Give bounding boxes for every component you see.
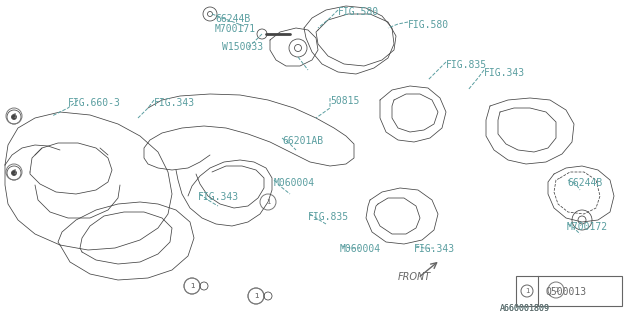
Text: FIG.343: FIG.343 [154, 98, 195, 108]
Text: FIG.835: FIG.835 [446, 60, 487, 70]
Text: FIG.343: FIG.343 [414, 244, 455, 254]
Text: FRONT: FRONT [398, 272, 431, 282]
Text: 1: 1 [12, 113, 16, 119]
Text: 50815: 50815 [330, 96, 360, 106]
Text: 1: 1 [525, 288, 529, 294]
Text: M700171: M700171 [215, 24, 256, 34]
Text: Q500013: Q500013 [546, 287, 587, 297]
Text: FIG.835: FIG.835 [308, 212, 349, 222]
Text: 66201AB: 66201AB [282, 136, 323, 146]
Text: 1: 1 [189, 283, 195, 289]
Text: 1: 1 [554, 287, 558, 293]
Text: A660001809: A660001809 [500, 304, 550, 313]
Text: M060004: M060004 [340, 244, 381, 254]
Circle shape [12, 171, 17, 175]
Text: 66244B: 66244B [567, 178, 602, 188]
Text: A660001809: A660001809 [500, 304, 550, 313]
Text: FIG.660-3: FIG.660-3 [68, 98, 121, 108]
Text: M700172: M700172 [567, 222, 608, 232]
Text: 1: 1 [253, 293, 259, 299]
Text: FIG.580: FIG.580 [338, 7, 379, 17]
Text: 66244B: 66244B [215, 14, 250, 24]
Text: FIG.343: FIG.343 [484, 68, 525, 78]
Text: FIG.343: FIG.343 [198, 192, 239, 202]
Circle shape [12, 115, 17, 119]
Text: 1: 1 [12, 169, 16, 175]
Text: 1: 1 [189, 283, 195, 289]
Text: M060004: M060004 [274, 178, 315, 188]
Bar [516, 276, 622, 306]
Text: 1: 1 [253, 293, 259, 299]
Text: W150033: W150033 [222, 42, 263, 52]
Text: 1: 1 [266, 199, 270, 205]
Text: FIG.580: FIG.580 [408, 20, 449, 30]
